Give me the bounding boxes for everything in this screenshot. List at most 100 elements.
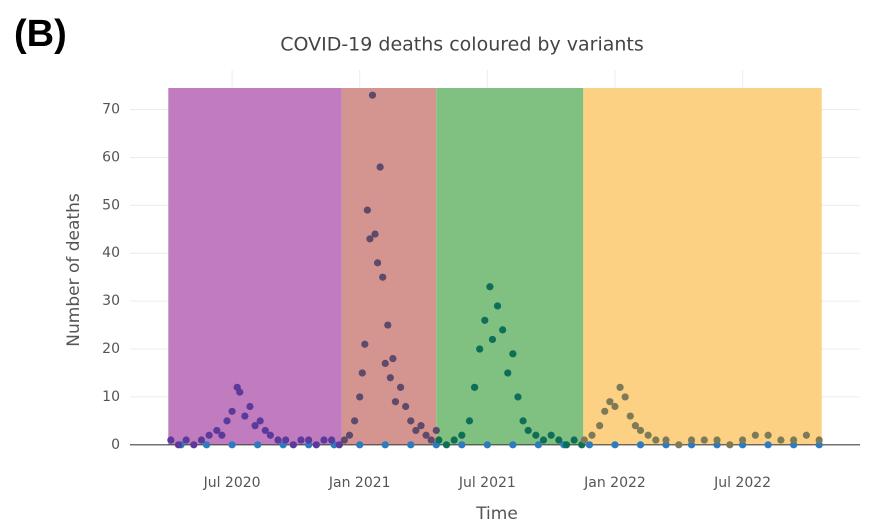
data-point — [509, 441, 517, 449]
data-point — [213, 426, 221, 435]
y-tick-label: 70 — [102, 102, 120, 118]
data-point — [539, 436, 548, 444]
data-point — [476, 345, 484, 353]
data-point — [580, 436, 588, 444]
data-point — [340, 436, 349, 444]
variant-band — [168, 88, 342, 445]
data-point — [190, 441, 198, 449]
data-point — [519, 417, 527, 425]
data-point — [407, 441, 415, 449]
data-point — [636, 441, 645, 449]
data-point — [174, 441, 183, 449]
data-point — [662, 436, 670, 444]
data-point — [251, 422, 259, 430]
data-point — [458, 441, 466, 449]
data-point — [481, 316, 489, 324]
data-point — [606, 398, 614, 406]
data-point — [636, 426, 645, 435]
y-tick-label: 30 — [102, 293, 120, 309]
data-point — [616, 383, 624, 391]
data-point — [764, 431, 772, 439]
data-point — [381, 359, 389, 367]
plot-area: 0 10 20 30 40 50 60 70 Jul 2020 Jan 2021 Jul 2021 J… — [102, 70, 860, 491]
panel-label: (B) — [14, 13, 67, 55]
data-point — [328, 436, 336, 444]
data-point — [790, 436, 798, 444]
data-point — [297, 436, 305, 444]
data-point — [197, 436, 206, 444]
data-point — [167, 436, 175, 444]
data-point — [504, 369, 512, 377]
data-point — [379, 273, 387, 281]
data-point — [407, 417, 415, 425]
data-point — [368, 91, 377, 99]
data-point — [611, 441, 619, 449]
x-tick-label: Jan 2021 — [328, 475, 391, 491]
data-point — [356, 441, 364, 449]
data-point — [514, 393, 522, 401]
data-point — [458, 431, 466, 439]
data-point — [509, 350, 517, 358]
chart-title: COVID-19 deaths coloured by variants — [280, 34, 644, 56]
data-point — [363, 206, 371, 214]
data-point — [371, 230, 379, 238]
data-point — [266, 431, 274, 439]
data-point — [182, 436, 190, 444]
data-point — [241, 412, 249, 420]
data-point — [256, 417, 264, 425]
data-point — [751, 431, 759, 439]
y-tick-label: 0 — [111, 437, 120, 453]
data-point — [675, 441, 683, 449]
data-point — [570, 436, 578, 444]
data-point — [499, 326, 507, 334]
data-point — [532, 431, 540, 439]
data-point — [261, 426, 269, 435]
x-axis-title: Time — [475, 504, 518, 524]
data-point — [366, 235, 374, 243]
data-point — [777, 436, 785, 444]
data-point — [202, 441, 211, 449]
data-point — [524, 426, 532, 435]
data-point — [585, 441, 594, 449]
data-point — [631, 422, 639, 430]
data-point — [465, 417, 474, 425]
data-point — [488, 335, 497, 344]
data-point — [470, 383, 479, 391]
data-point — [205, 431, 213, 439]
data-point — [588, 431, 596, 439]
data-point — [611, 402, 619, 411]
data-point — [562, 441, 571, 449]
data-point — [596, 422, 604, 430]
data-point — [417, 422, 425, 430]
data-point — [345, 431, 354, 439]
data-point — [483, 441, 491, 449]
data-point — [422, 431, 430, 439]
data-point — [305, 436, 313, 444]
data-point — [442, 441, 451, 449]
data-point — [700, 436, 708, 444]
data-point — [644, 431, 652, 439]
data-point — [282, 436, 290, 444]
data-point — [626, 412, 634, 420]
data-point — [450, 436, 458, 444]
data-point — [555, 436, 563, 444]
data-point — [432, 426, 440, 435]
data-point — [246, 402, 254, 411]
data-point — [376, 163, 384, 171]
data-point — [373, 259, 382, 267]
data-point — [320, 436, 328, 444]
data-point — [356, 393, 364, 401]
data-point — [358, 369, 366, 377]
data-point — [335, 441, 343, 449]
x-tick-label: Jul 2020 — [203, 475, 261, 491]
y-tick-label: 60 — [102, 149, 120, 165]
y-tick-label: 50 — [102, 197, 120, 213]
data-point — [764, 441, 772, 449]
data-point — [815, 436, 823, 444]
data-point — [361, 340, 369, 348]
data-point — [386, 374, 394, 382]
data-point — [621, 393, 629, 401]
y-tick-label: 20 — [102, 341, 120, 357]
data-point — [534, 441, 542, 449]
